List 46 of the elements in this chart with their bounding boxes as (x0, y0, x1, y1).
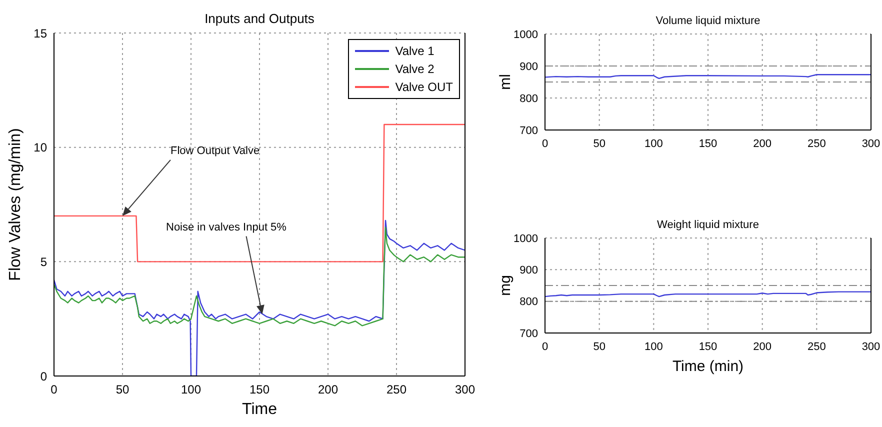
x-tick-label: 150 (698, 340, 718, 353)
legend-label: Valve 2 (395, 61, 434, 78)
y-tick-label: 700 (520, 328, 538, 340)
x-tick-label: 300 (862, 138, 880, 150)
y-tick-label: 900 (520, 264, 538, 277)
chart-title: Weight liquid mixture (657, 219, 759, 231)
annotation: Flow Output Valve (170, 144, 260, 157)
x-tick-label: 200 (753, 138, 772, 150)
y-tick-label: 700 (520, 124, 538, 137)
legend-label: Valve 1 (395, 43, 434, 60)
y-tick-label: 0 (40, 369, 48, 384)
x-tick-label: 300 (862, 340, 880, 353)
y-axis-title: Flow Valves (mg/min) (7, 128, 24, 281)
x-tick-label: 250 (807, 138, 826, 150)
chart-title: Volume liquid mixture (656, 15, 760, 27)
x-tick-label: 100 (644, 340, 663, 353)
y-axis-title: ml (497, 74, 514, 90)
x-tick-label: 250 (807, 340, 826, 353)
x-tick-label: 100 (644, 138, 663, 150)
y-tick-label: 5 (40, 254, 48, 269)
chart-title: Inputs and Outputs (204, 11, 315, 26)
y-tick-label: 1000 (514, 28, 538, 41)
y-tick-label: 800 (520, 296, 538, 308)
y-tick-label: 15 (34, 26, 48, 40)
x-tick-label: 0 (542, 340, 548, 353)
x-axis-title: Time (min) (672, 358, 744, 375)
x-axis-title: Time (242, 401, 278, 418)
legend-label: Valve OUT (395, 79, 453, 96)
y-tick-label: 900 (520, 60, 538, 73)
annotation: Noise in valves Input 5% (166, 221, 287, 234)
y-tick-label: 1000 (514, 232, 538, 245)
x-tick-label: 150 (698, 138, 718, 150)
y-tick-label: 10 (34, 140, 48, 155)
x-tick-label: 0 (542, 138, 548, 150)
y-axis-title: mg (497, 275, 514, 296)
x-tick-label: 100 (180, 382, 202, 397)
x-tick-label: 150 (249, 382, 270, 397)
x-tick-label: 50 (593, 138, 606, 150)
x-tick-label: 200 (753, 340, 772, 353)
x-tick-label: 50 (593, 340, 606, 353)
y-tick-label: 800 (520, 92, 538, 105)
x-tick-label: 50 (116, 382, 130, 397)
x-tick-label: 200 (318, 382, 338, 397)
x-tick-label: 250 (386, 382, 407, 397)
x-tick-label: 300 (454, 382, 476, 397)
x-tick-label: 0 (50, 382, 58, 397)
